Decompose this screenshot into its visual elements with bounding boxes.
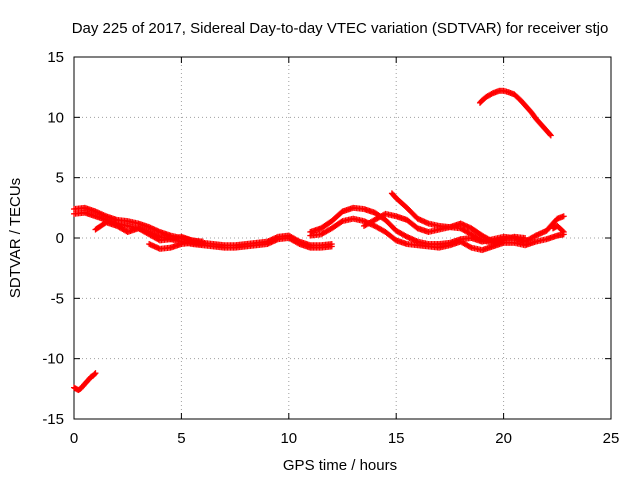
data-point [547,132,554,139]
y-tick-label: 0 [56,230,64,247]
x-tick-label: 5 [177,430,185,447]
data-points [71,87,567,394]
data-point [560,213,567,220]
y-tick-label: 5 [56,170,64,187]
y-axis-label: SDTVAR / TECUs [7,178,24,298]
data-point [328,243,335,250]
x-tick-label: 25 [603,430,620,447]
series-arc-9 [550,222,567,235]
x-axis-label: GPS time / hours [283,457,397,474]
series-arc-4 [146,239,206,252]
y-tick-label: 10 [47,109,64,126]
data-point [91,370,98,377]
series-arc-3 [92,219,206,245]
series-arc-6 [307,215,567,254]
series-arc-10 [476,87,554,139]
data-point [546,131,553,138]
data-point [92,370,99,377]
data-point [338,218,345,225]
series-arc-8 [388,190,529,246]
data-point [522,235,529,241]
y-tick-label: 15 [47,49,64,66]
chart-title: Day 225 of 2017, Sidereal Day-to-day VTE… [72,20,609,37]
data-point [295,240,302,247]
series-arc-11 [71,370,99,394]
y-tick-label: -5 [51,290,64,307]
x-tick-label: 10 [280,430,297,447]
y-tick-label: -15 [42,411,64,428]
data-point [467,243,474,250]
x-tick-label: 15 [388,430,405,447]
data-point [477,236,484,243]
data-point [559,227,566,234]
axis-ticks: 0 5 10 15 20 25 -15 -10 -5 0 5 10 15 [42,49,619,447]
data-point [199,241,206,248]
y-tick-label: -10 [42,351,64,368]
data-point [560,228,567,235]
x-tick-label: 20 [495,430,512,447]
x-tick-label: 0 [70,430,78,447]
